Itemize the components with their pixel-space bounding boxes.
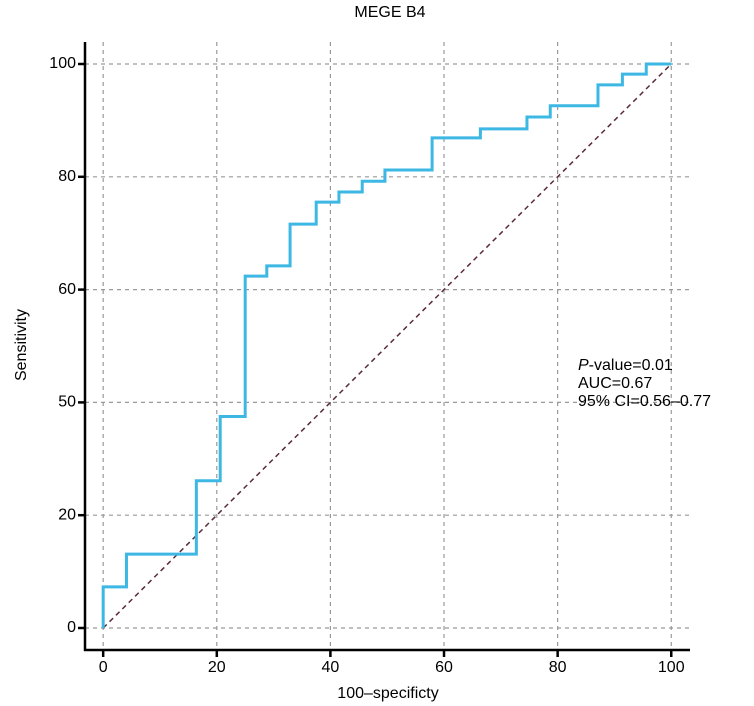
annotation: 95% CI=0.56–0.77 [578,393,711,410]
y-tick-label: 20 [58,506,76,523]
x-tick-label: 80 [549,659,567,676]
y-tick-label: 60 [58,281,76,298]
x-tick-label: 20 [208,659,226,676]
y-tick-label: 50 [58,394,76,411]
y-tick-label: 80 [58,168,76,185]
y-axis-label: Sensitivity [13,309,30,381]
chart-title: MEGE B4 [354,4,425,21]
y-tick-label: 100 [49,55,76,72]
annotation: AUC=0.67 [578,375,652,392]
y-tick-label: 0 [67,619,76,636]
x-tick-label: 100 [658,659,685,676]
x-tick-label: 60 [435,659,453,676]
x-axis-label: 100–specificty [337,685,438,702]
series-line [101,62,672,629]
annotation: P-value=0.01 [578,357,673,374]
series-line [102,63,672,629]
x-tick-label: 0 [99,659,108,676]
x-tick-label: 40 [322,659,340,676]
